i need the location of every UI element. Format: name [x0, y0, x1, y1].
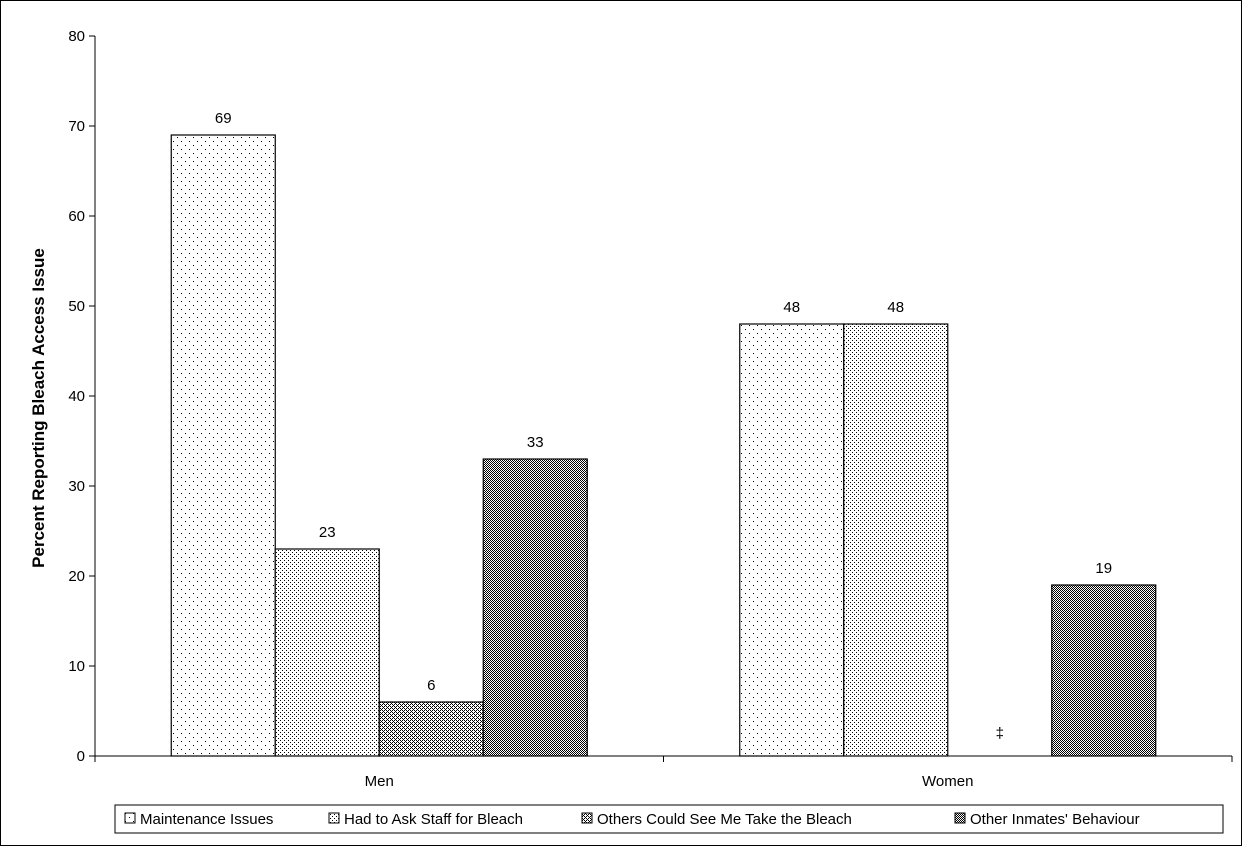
y-tick-label: 10 — [68, 658, 85, 675]
bar — [482, 458, 588, 757]
legend-label: Others Could See Me Take the Bleach — [597, 811, 852, 828]
y-tick-label: 20 — [68, 568, 85, 585]
legend-swatch — [581, 812, 593, 824]
y-tick-label: 70 — [68, 118, 85, 135]
y-tick-label: 50 — [68, 298, 85, 315]
bars — [170, 134, 1157, 757]
legend-box — [114, 804, 1224, 834]
data-label: 48 — [887, 299, 904, 316]
bar — [274, 548, 380, 757]
data-label: 19 — [1095, 560, 1112, 577]
legend: Maintenance Issues Had to Ask Staff for B… — [114, 804, 1224, 834]
y-axis-title: Percent Reporting Bleach Access Issue — [29, 248, 48, 568]
data-labels: 69 23 6 33 48 48 ‡ 19 — [215, 110, 1112, 742]
legend-swatch — [328, 812, 340, 824]
bar — [843, 323, 949, 757]
data-label: 23 — [319, 524, 336, 541]
legend-swatch — [954, 812, 966, 824]
legend-label: Maintenance Issues — [140, 811, 273, 828]
y-tick-label: 60 — [68, 208, 85, 225]
bar — [1051, 584, 1157, 757]
y-tick-label: 30 — [68, 478, 85, 495]
y-tick-label: 40 — [68, 388, 85, 405]
bar — [170, 134, 276, 757]
y-tick-label: 80 — [68, 28, 85, 45]
legend-label: Other Inmates' Behaviour — [970, 811, 1140, 828]
data-label: 6 — [427, 677, 435, 694]
y-tick-label: 0 — [77, 748, 85, 765]
data-label: 33 — [527, 434, 544, 451]
data-label: 48 — [783, 299, 800, 316]
data-label: ‡ — [996, 725, 1004, 742]
bar — [739, 323, 845, 757]
legend-label: Had to Ask Staff for Bleach — [344, 811, 523, 828]
x-category-label: Women — [922, 773, 973, 790]
x-category-label: Men — [365, 773, 394, 790]
bar — [378, 701, 484, 757]
data-label: 69 — [215, 110, 232, 127]
legend-swatch — [124, 812, 136, 824]
